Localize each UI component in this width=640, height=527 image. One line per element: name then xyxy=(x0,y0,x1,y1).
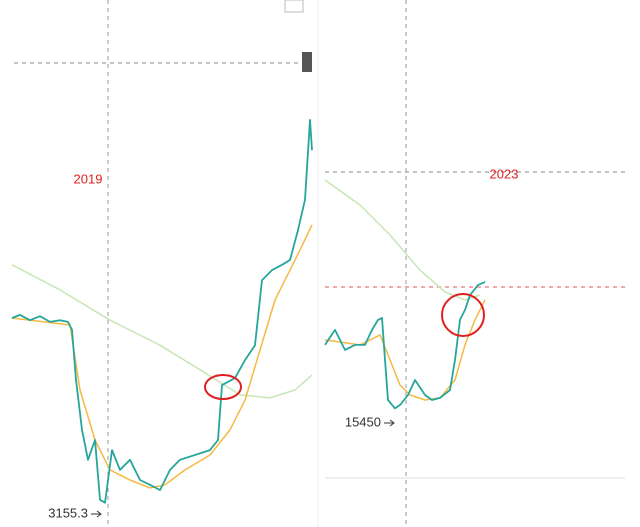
year-label: 2019 xyxy=(74,171,103,186)
highlight-ellipse xyxy=(204,374,242,400)
plots xyxy=(11,119,486,504)
price-line xyxy=(324,281,486,410)
highlight-circle xyxy=(441,293,485,337)
low-arrow-head xyxy=(96,510,102,518)
low-label: 15450 xyxy=(345,414,381,429)
low-arrow-head xyxy=(389,419,395,427)
corner-widget[interactable] xyxy=(284,0,304,13)
moving-average xyxy=(324,299,486,401)
price-line xyxy=(11,119,313,504)
moving-average xyxy=(324,179,481,301)
low-label: 3155.3 xyxy=(48,505,88,520)
moving-average xyxy=(11,264,313,399)
moving-average xyxy=(11,224,313,489)
year-label: 2023 xyxy=(490,166,519,181)
price-marker xyxy=(302,52,312,72)
